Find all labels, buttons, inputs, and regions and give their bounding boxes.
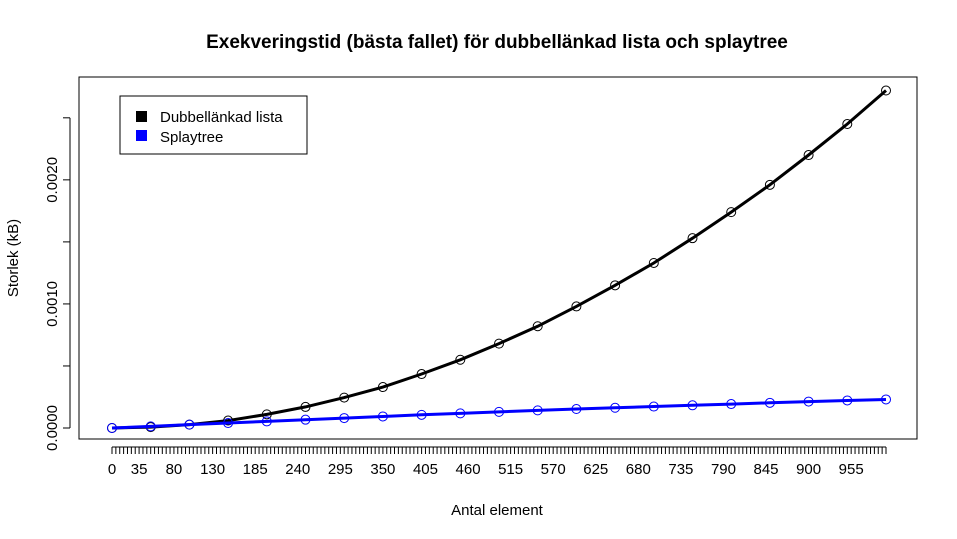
x-tick-label: 900 [796, 461, 821, 478]
legend-swatch-1 [136, 130, 147, 141]
x-tick-label: 295 [328, 461, 353, 478]
data-point [184, 419, 195, 430]
series-line-1 [111, 398, 887, 430]
data-point [648, 257, 659, 268]
data-point [455, 408, 466, 419]
x-tick-label: 130 [200, 461, 225, 478]
x-tick-label: 460 [456, 461, 481, 478]
data-point [571, 404, 582, 415]
data-point [842, 395, 853, 406]
data-point [377, 382, 388, 393]
data-point [145, 421, 156, 432]
legend-swatch-0 [136, 111, 147, 122]
y-tick-label: 0.0020 [44, 157, 61, 203]
x-tick-label: 570 [541, 461, 566, 478]
x-tick-label: 735 [668, 461, 693, 478]
legend-box [119, 95, 308, 155]
plot-area [78, 76, 918, 440]
data-point [532, 405, 543, 416]
data-point [416, 409, 427, 420]
data-point [881, 85, 891, 96]
y-tick-label: 0.0010 [44, 281, 61, 327]
data-point [494, 338, 504, 349]
series-layer [107, 85, 891, 433]
data-point [803, 396, 814, 407]
x-tick-label: 350 [370, 461, 395, 478]
data-point [494, 406, 504, 417]
x-tick-label: 680 [626, 461, 651, 478]
data-point [571, 301, 582, 312]
data-point [687, 400, 698, 411]
x-tick-label: 185 [243, 461, 268, 478]
data-point [377, 411, 388, 422]
y-axis-label: Storlek (kB) [5, 219, 22, 297]
x-tick-label: 80 [166, 461, 183, 478]
data-point [726, 207, 737, 218]
data-point [803, 150, 814, 161]
data-point [300, 414, 311, 425]
data-point [881, 394, 891, 405]
x-tick-label: 955 [839, 461, 864, 478]
data-point [223, 418, 234, 429]
data-point [223, 415, 234, 426]
x-tick-label: 35 [131, 461, 148, 478]
data-point [261, 409, 272, 420]
data-point [648, 401, 659, 412]
x-tick-label: 790 [711, 461, 736, 478]
y-axis: 0.0000 0.0010 0.0020 [44, 117, 71, 451]
data-point [261, 416, 272, 427]
data-point [764, 397, 775, 408]
x-tick-label: 515 [498, 461, 523, 478]
data-point [726, 399, 737, 410]
legend-label-1: Splaytree [160, 129, 223, 146]
x-tick-label: 0 [108, 461, 116, 478]
x-axis: 0 35 80 130 185 240 295 350 405 460 515 570 625 680 73… [108, 446, 887, 478]
data-point [416, 369, 427, 380]
data-point [764, 179, 775, 190]
data-point [532, 321, 543, 332]
data-point [300, 401, 311, 412]
data-point [610, 402, 621, 413]
x-tick-label: 845 [754, 461, 779, 478]
data-point [339, 392, 350, 403]
x-tick-label: 405 [413, 461, 438, 478]
data-point [842, 119, 853, 130]
x-tick-label: 240 [285, 461, 310, 478]
chart-title: Exekveringstid (bästa fallet) för dubbel… [206, 32, 788, 53]
x-axis-label: Antal element [451, 502, 544, 519]
data-point [610, 280, 621, 291]
legend: Dubbellänkad lista Splaytree [119, 95, 308, 155]
legend-label-0: Dubbellänkad lista [160, 109, 283, 126]
x-tick-label: 625 [583, 461, 608, 478]
y-tick-label: 0.0000 [44, 405, 61, 451]
data-point [455, 354, 466, 365]
data-point [687, 233, 698, 244]
series-line-0 [111, 89, 887, 430]
data-point [339, 413, 350, 424]
data-point [107, 423, 117, 433]
